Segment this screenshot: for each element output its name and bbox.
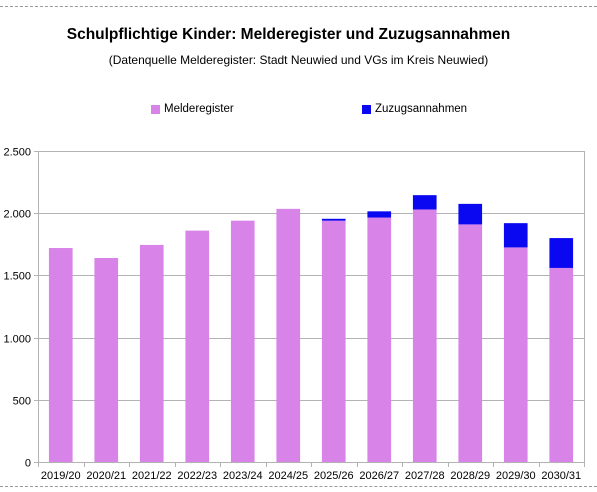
bar-melderegister [94, 257, 119, 462]
chart-subtitle: (Datenquelle Melderegister: Stadt Neuwie… [108, 53, 489, 67]
y-tick-label: 2.000 [3, 209, 31, 221]
bar-zuzugsannahmen [412, 195, 437, 210]
chart-title: Schulpflichtige Kinder: Melderegister un… [66, 26, 511, 43]
legend-label-zuzugsannahmen: Zuzugsannahmen [375, 103, 468, 115]
bar-melderegister [139, 244, 164, 462]
x-tick-label: 2030/31 [541, 470, 581, 482]
y-tick-label: 1.000 [3, 334, 31, 346]
legend-item-melderegister: Melderegister [151, 102, 234, 116]
x-tick-label: 2019/20 [41, 470, 81, 482]
bar-melderegister [321, 220, 346, 462]
legend-swatch-zuzugsannahmen [362, 104, 371, 114]
x-tick-label: 2020/21 [86, 470, 126, 482]
legend-label-melderegister: Melderegister [164, 103, 234, 115]
bar-melderegister [503, 247, 528, 462]
y-tick-label: 2.500 [3, 147, 31, 159]
bar-zuzugsannahmen [367, 211, 392, 218]
x-tick-label: 2028/29 [450, 470, 490, 482]
y-tick-label: 0 [25, 458, 31, 470]
x-tick-label: 2025/26 [314, 470, 354, 482]
x-tick-label: 2026/27 [359, 470, 399, 482]
bar-melderegister [549, 267, 574, 462]
y-tick-label: 500 [13, 396, 31, 408]
bar-melderegister [185, 230, 210, 462]
x-tick-label: 2022/23 [177, 470, 217, 482]
bar-melderegister [458, 224, 483, 462]
x-tick-label: 2023/24 [223, 470, 263, 482]
bar-melderegister [276, 208, 301, 462]
bar-melderegister [412, 209, 437, 462]
bar-zuzugsannahmen [321, 218, 346, 221]
bar-melderegister [230, 220, 255, 462]
x-tick-label: 2029/30 [496, 470, 536, 482]
bottom-dashed-rule [0, 486, 597, 487]
bar-melderegister [367, 217, 392, 462]
legend-swatch-melderegister [151, 104, 160, 114]
bar-zuzugsannahmen [503, 223, 528, 248]
x-tick-label: 2021/22 [132, 470, 172, 482]
bar-zuzugsannahmen [549, 238, 574, 268]
legend-item-zuzugsannahmen: Zuzugsannahmen [362, 102, 467, 116]
y-tick-label: 1.500 [3, 271, 31, 283]
bar-melderegister [48, 248, 73, 462]
bar-zuzugsannahmen [458, 203, 483, 225]
top-dashed-rule [0, 6, 597, 7]
x-tick-label: 2024/25 [268, 470, 308, 482]
x-tick-label: 2027/28 [405, 470, 445, 482]
